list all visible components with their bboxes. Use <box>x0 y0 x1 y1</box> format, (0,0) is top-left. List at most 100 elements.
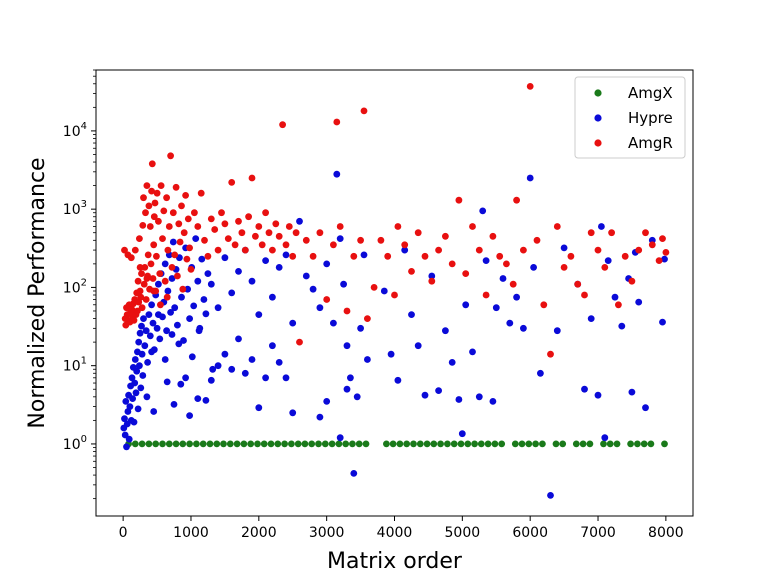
point-amgr-88 <box>238 229 246 237</box>
point-hypre-124 <box>387 350 395 358</box>
point-amgx-33 <box>349 440 356 448</box>
point-amgr-97 <box>269 246 276 254</box>
x-tick-label-6: 6000 <box>512 525 548 541</box>
point-hypre-73 <box>170 401 178 408</box>
point-amgr-141 <box>520 246 527 254</box>
point-amgx-66 <box>613 440 621 448</box>
point-amgx-52 <box>491 440 499 448</box>
point-hypre-161 <box>618 322 626 330</box>
point-hypre-35 <box>148 301 156 309</box>
point-amgx-54 <box>511 440 519 448</box>
point-amgr-59 <box>168 264 176 271</box>
point-amgr-125 <box>414 229 422 237</box>
point-hypre-96 <box>248 277 256 285</box>
point-hypre-122 <box>343 385 351 393</box>
plot-points <box>120 83 670 499</box>
point-amgr-151 <box>587 229 595 237</box>
point-amgx-53 <box>498 440 506 448</box>
point-amgr-137 <box>496 252 504 260</box>
point-amgr-14 <box>130 316 138 324</box>
point-hypre-146 <box>520 324 527 332</box>
point-hypre-102 <box>289 319 297 327</box>
point-hypre-111 <box>340 280 347 288</box>
point-hypre-56 <box>178 293 185 301</box>
point-amgx-22 <box>274 440 282 448</box>
point-amgr-150 <box>581 291 588 299</box>
point-amgr-75 <box>194 223 202 230</box>
point-amgr-95 <box>262 209 269 217</box>
point-amgx-59 <box>552 440 560 448</box>
point-amgr-68 <box>180 229 188 237</box>
point-amgr-91 <box>248 174 256 182</box>
y-tick-label-4: 104 <box>63 121 87 140</box>
point-amgx-55 <box>518 440 526 448</box>
point-hypre-31 <box>142 327 150 335</box>
point-hypre-147 <box>526 174 534 182</box>
point-hypre-72 <box>163 378 171 386</box>
point-hypre-18 <box>132 389 140 397</box>
point-amgx-11 <box>199 440 207 448</box>
point-hypre-84 <box>255 404 263 412</box>
point-amgx-5 <box>159 440 166 448</box>
point-amgr-81 <box>214 246 222 254</box>
point-amgr-27 <box>139 222 147 229</box>
point-hypre-99 <box>269 293 276 301</box>
point-hypre-139 <box>479 207 487 215</box>
point-amgx-57 <box>532 440 539 448</box>
point-hypre-51 <box>169 238 177 246</box>
point-hypre-126 <box>401 246 409 254</box>
point-amgr-31 <box>142 209 149 217</box>
point-amgx-9 <box>186 440 194 448</box>
point-hypre-30 <box>141 342 149 350</box>
x-tick-label-7: 7000 <box>580 525 616 541</box>
point-hypre-77 <box>207 376 215 384</box>
point-amgx-41 <box>416 440 424 448</box>
point-amgr-67 <box>179 285 187 293</box>
point-amgr-169 <box>163 293 171 301</box>
point-amgx-12 <box>206 440 214 448</box>
point-hypre-174 <box>175 340 183 348</box>
point-amgr-101 <box>282 241 290 249</box>
point-amgr-154 <box>608 229 615 237</box>
point-amgr-29 <box>140 280 148 288</box>
point-amgr-52 <box>159 235 166 243</box>
point-amgr-69 <box>182 192 190 199</box>
point-hypre-54 <box>174 321 181 329</box>
point-amgr-60 <box>169 209 177 217</box>
point-amgr-22 <box>136 235 143 243</box>
point-amgr-23 <box>136 287 144 295</box>
point-hypre-177 <box>195 327 203 335</box>
point-hypre-140 <box>482 257 490 264</box>
point-amgr-53 <box>160 207 168 215</box>
point-amgr-123 <box>401 241 409 249</box>
point-amgx-17 <box>240 440 248 448</box>
point-amgr-167 <box>150 287 158 295</box>
point-amgx-24 <box>288 440 295 448</box>
point-amgx-42 <box>423 440 431 448</box>
point-amgr-38 <box>146 223 154 230</box>
point-amgx-30 <box>328 440 336 448</box>
legend-marker-amgx <box>594 89 602 97</box>
point-hypre-47 <box>164 287 172 295</box>
point-amgr-36 <box>145 202 153 210</box>
x-tick-label-0: 0 <box>119 525 128 541</box>
point-hypre-155 <box>587 315 595 322</box>
point-amgr-145 <box>547 350 554 358</box>
point-hypre-93 <box>228 289 236 297</box>
point-amgr-157 <box>628 277 636 285</box>
point-amgr-64 <box>175 220 183 228</box>
point-hypre-145 <box>513 293 520 301</box>
plot-frame <box>95 69 694 517</box>
point-amgx-29 <box>321 440 329 448</box>
point-hypre-25 <box>137 384 145 392</box>
point-amgr-107 <box>309 252 317 260</box>
point-amgx-60 <box>559 440 567 448</box>
point-amgr-138 <box>503 260 510 268</box>
point-hypre-120 <box>323 398 331 405</box>
point-amgr-99 <box>275 232 283 240</box>
point-hypre-173 <box>168 331 176 338</box>
point-amgx-21 <box>267 440 275 448</box>
x-tick-label-2: 2000 <box>241 525 277 541</box>
point-amgr-62 <box>172 183 180 191</box>
point-hypre-1 <box>121 415 128 423</box>
